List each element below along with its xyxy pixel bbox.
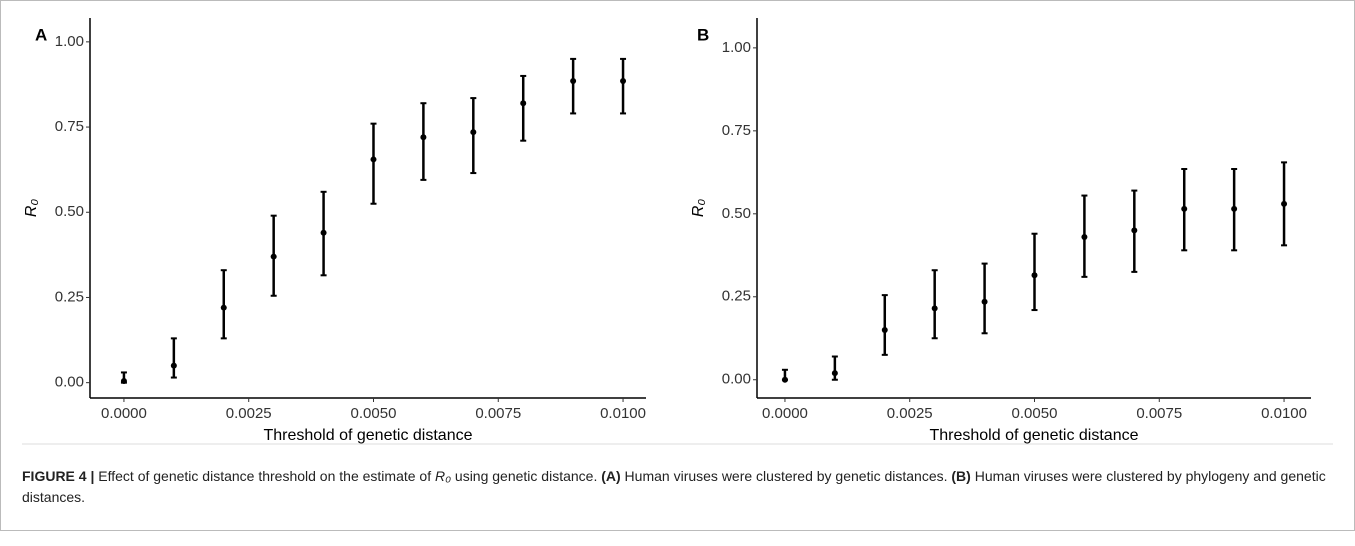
x-tick-label: 0.0100: [1261, 405, 1307, 422]
y-tick-label: 0.25: [55, 288, 84, 305]
caption-text: (B): [951, 468, 971, 484]
caption-text: Human viruses were clustered by phylogen…: [22, 468, 1326, 505]
point: [370, 156, 377, 163]
panel-label: A: [35, 25, 47, 44]
point: [270, 253, 277, 260]
caption-text: using genetic distance.: [451, 468, 602, 484]
caption-text: R₀: [435, 468, 452, 484]
point: [420, 134, 427, 141]
point: [620, 78, 627, 85]
point: [831, 370, 838, 377]
caption-text: Human viruses were clustered by genetic …: [620, 468, 952, 484]
x-tick-label: 0.0075: [1136, 405, 1182, 422]
x-tick-label: 0.0100: [600, 405, 646, 422]
point: [320, 229, 327, 236]
y-tick-label: 0.50: [55, 203, 84, 220]
x-tick-label: 0.0075: [475, 405, 521, 422]
y-tick-label: 0.75: [722, 122, 751, 139]
point: [781, 376, 788, 383]
x-axis-label: Threshold of genetic distance: [263, 427, 472, 444]
point: [220, 304, 227, 311]
caption-text: (A): [601, 468, 621, 484]
point: [470, 129, 477, 136]
y-tick-label: 0.00: [722, 371, 751, 388]
point: [1081, 234, 1088, 241]
point: [1281, 200, 1288, 207]
point: [520, 100, 527, 107]
point: [1231, 205, 1238, 212]
x-tick-label: 0.0000: [762, 405, 808, 422]
point: [1131, 227, 1138, 234]
y-axis-label: R₀: [690, 199, 707, 218]
point: [570, 78, 577, 85]
x-tick-label: 0.0025: [887, 405, 933, 422]
x-tick-label: 0.0000: [101, 405, 147, 422]
frame: [0, 0, 1355, 531]
caption-text: Effect of genetic distance threshold on …: [98, 468, 435, 484]
x-tick-label: 0.0025: [226, 405, 272, 422]
point: [1181, 205, 1188, 212]
y-tick-label: 0.25: [722, 288, 751, 305]
y-tick-label: 1.00: [55, 33, 84, 50]
point: [120, 377, 127, 384]
point: [931, 305, 938, 312]
x-tick-label: 0.0050: [1012, 405, 1058, 422]
point: [981, 298, 988, 305]
y-axis-label: R₀: [23, 199, 40, 218]
point: [1031, 272, 1038, 279]
panel-label: B: [697, 25, 709, 44]
x-axis-label: Threshold of genetic distance: [929, 427, 1138, 444]
y-tick-label: 0.50: [722, 205, 751, 222]
y-tick-label: 0.00: [55, 374, 84, 391]
point: [170, 362, 177, 369]
y-tick-label: 1.00: [722, 39, 751, 56]
x-tick-label: 0.0050: [351, 405, 397, 422]
figure-label: FIGURE 4 |: [22, 468, 95, 484]
caption: FIGURE 4 | Effect of genetic distance th…: [22, 466, 1332, 508]
point: [881, 326, 888, 333]
y-tick-label: 0.75: [55, 118, 84, 135]
